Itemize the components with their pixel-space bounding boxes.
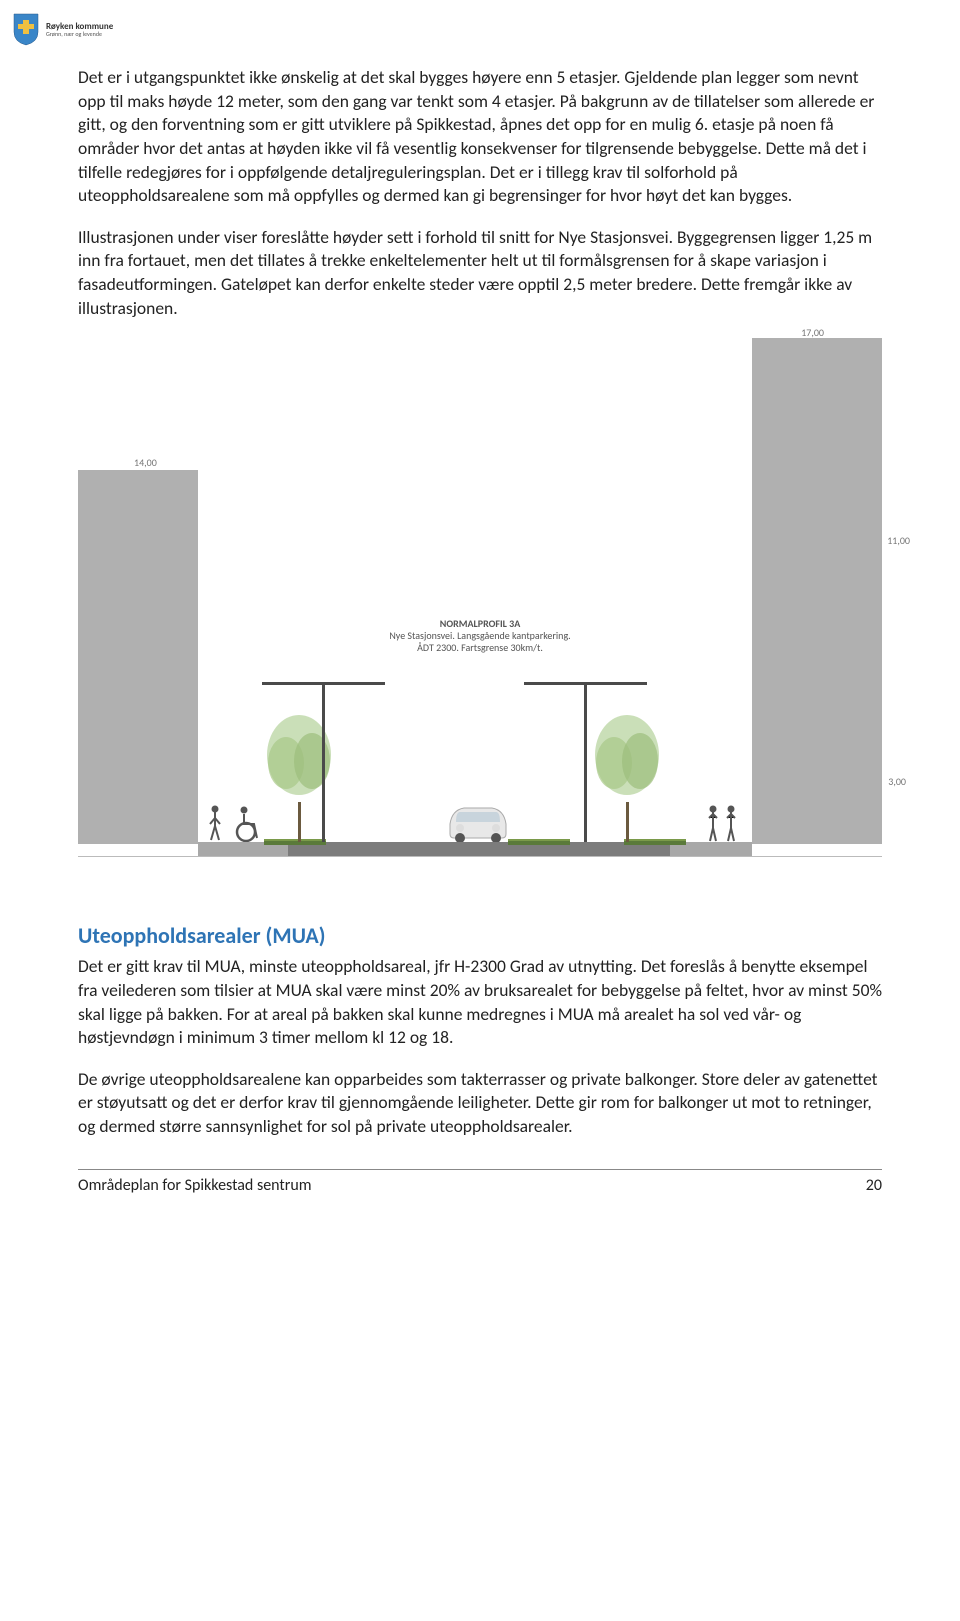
road-surface bbox=[288, 842, 670, 856]
dim-right-low: 3,00 bbox=[888, 775, 906, 788]
person-standing-icon bbox=[724, 804, 738, 842]
page-footer: Områdeplan for Spikkestad sentrum 20 bbox=[78, 1169, 882, 1195]
building-left bbox=[78, 470, 198, 844]
section-heading-mua: Uteoppholdsarealer (MUA) bbox=[78, 922, 882, 949]
body-text-block-1: Det er i utgangspunktet ikke ønskelig at… bbox=[78, 66, 882, 320]
tree-right bbox=[592, 713, 662, 842]
dim-right-mid: 11,00 bbox=[887, 534, 910, 547]
base-line bbox=[78, 856, 882, 857]
person-walking-icon bbox=[208, 804, 222, 842]
paragraph-3: Det er gitt krav til MUA, minste uteopph… bbox=[78, 955, 882, 1050]
center-line-2: ÅDT 2300. Fartsgrense 30km/t. bbox=[389, 642, 570, 654]
wheelchair-icon bbox=[234, 804, 260, 842]
street-lamp-right bbox=[584, 682, 587, 842]
body-text-block-2: Det er gitt krav til MUA, minste uteopph… bbox=[78, 955, 882, 1138]
building-right bbox=[752, 338, 882, 844]
car-icon bbox=[438, 794, 518, 842]
paragraph-4: De øvrige uteoppholdsarealene kan opparb… bbox=[78, 1068, 882, 1139]
paragraph-1: Det er i utgangspunktet ikke ønskelig at… bbox=[78, 66, 882, 208]
street-section-illustration: 14,00 17,00 11,00 3,00 NORMALPROFIL 3A N… bbox=[78, 338, 882, 898]
footer-page-number: 20 bbox=[866, 1176, 882, 1195]
shield-icon bbox=[12, 12, 40, 46]
page-content: Det er i utgangspunktet ikke ønskelig at… bbox=[0, 0, 960, 1225]
org-tagline: Grønn, nær og levende bbox=[46, 31, 113, 37]
tree-trunk bbox=[298, 802, 301, 842]
footer-title: Områdeplan for Spikkestad sentrum bbox=[78, 1176, 312, 1195]
street-lamp-left bbox=[322, 682, 325, 842]
tree-trunk bbox=[626, 802, 629, 842]
logo-text-block: Røyken kommune Grønn, nær og levende bbox=[46, 22, 113, 37]
person-standing-icon bbox=[706, 804, 720, 842]
paragraph-2: Illustrasjonen under viser foreslåtte hø… bbox=[78, 226, 882, 321]
illustration-center-label: NORMALPROFIL 3A Nye Stasjonsvei. Langsgå… bbox=[389, 618, 570, 654]
tree-crown-icon bbox=[592, 713, 662, 803]
dim-right-height: 17,00 bbox=[801, 326, 824, 339]
header-logo: Røyken kommune Grønn, nær og levende bbox=[12, 12, 113, 46]
dim-left-height: 14,00 bbox=[134, 456, 157, 469]
